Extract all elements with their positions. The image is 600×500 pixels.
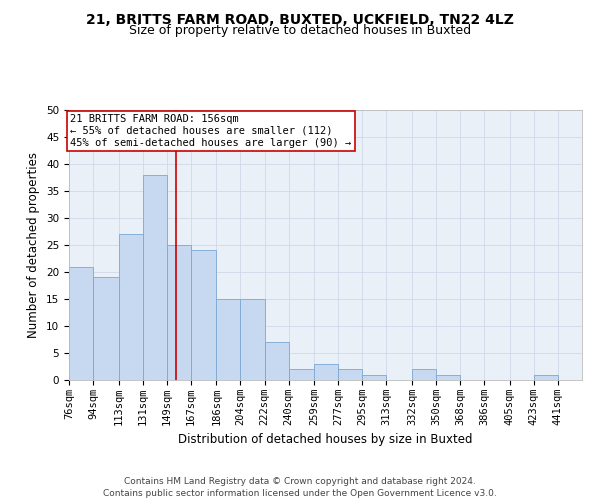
Bar <box>534 374 558 380</box>
Bar <box>314 364 338 380</box>
Bar <box>265 342 289 380</box>
Bar <box>436 374 460 380</box>
Text: 21, BRITTS FARM ROAD, BUXTED, UCKFIELD, TN22 4LZ: 21, BRITTS FARM ROAD, BUXTED, UCKFIELD, … <box>86 12 514 26</box>
Bar <box>217 299 241 380</box>
Bar <box>93 278 119 380</box>
X-axis label: Distribution of detached houses by size in Buxted: Distribution of detached houses by size … <box>178 434 473 446</box>
Bar <box>167 245 191 380</box>
Bar <box>338 369 362 380</box>
Text: 21 BRITTS FARM ROAD: 156sqm
← 55% of detached houses are smaller (112)
45% of se: 21 BRITTS FARM ROAD: 156sqm ← 55% of det… <box>70 114 352 148</box>
Text: Size of property relative to detached houses in Buxted: Size of property relative to detached ho… <box>129 24 471 37</box>
Bar <box>143 175 167 380</box>
Bar <box>191 250 217 380</box>
Bar <box>362 374 386 380</box>
Bar <box>289 369 314 380</box>
Bar <box>241 299 265 380</box>
Y-axis label: Number of detached properties: Number of detached properties <box>28 152 40 338</box>
Text: Contains HM Land Registry data © Crown copyright and database right 2024.
Contai: Contains HM Land Registry data © Crown c… <box>103 476 497 498</box>
Bar <box>69 266 93 380</box>
Bar <box>412 369 436 380</box>
Bar <box>119 234 143 380</box>
